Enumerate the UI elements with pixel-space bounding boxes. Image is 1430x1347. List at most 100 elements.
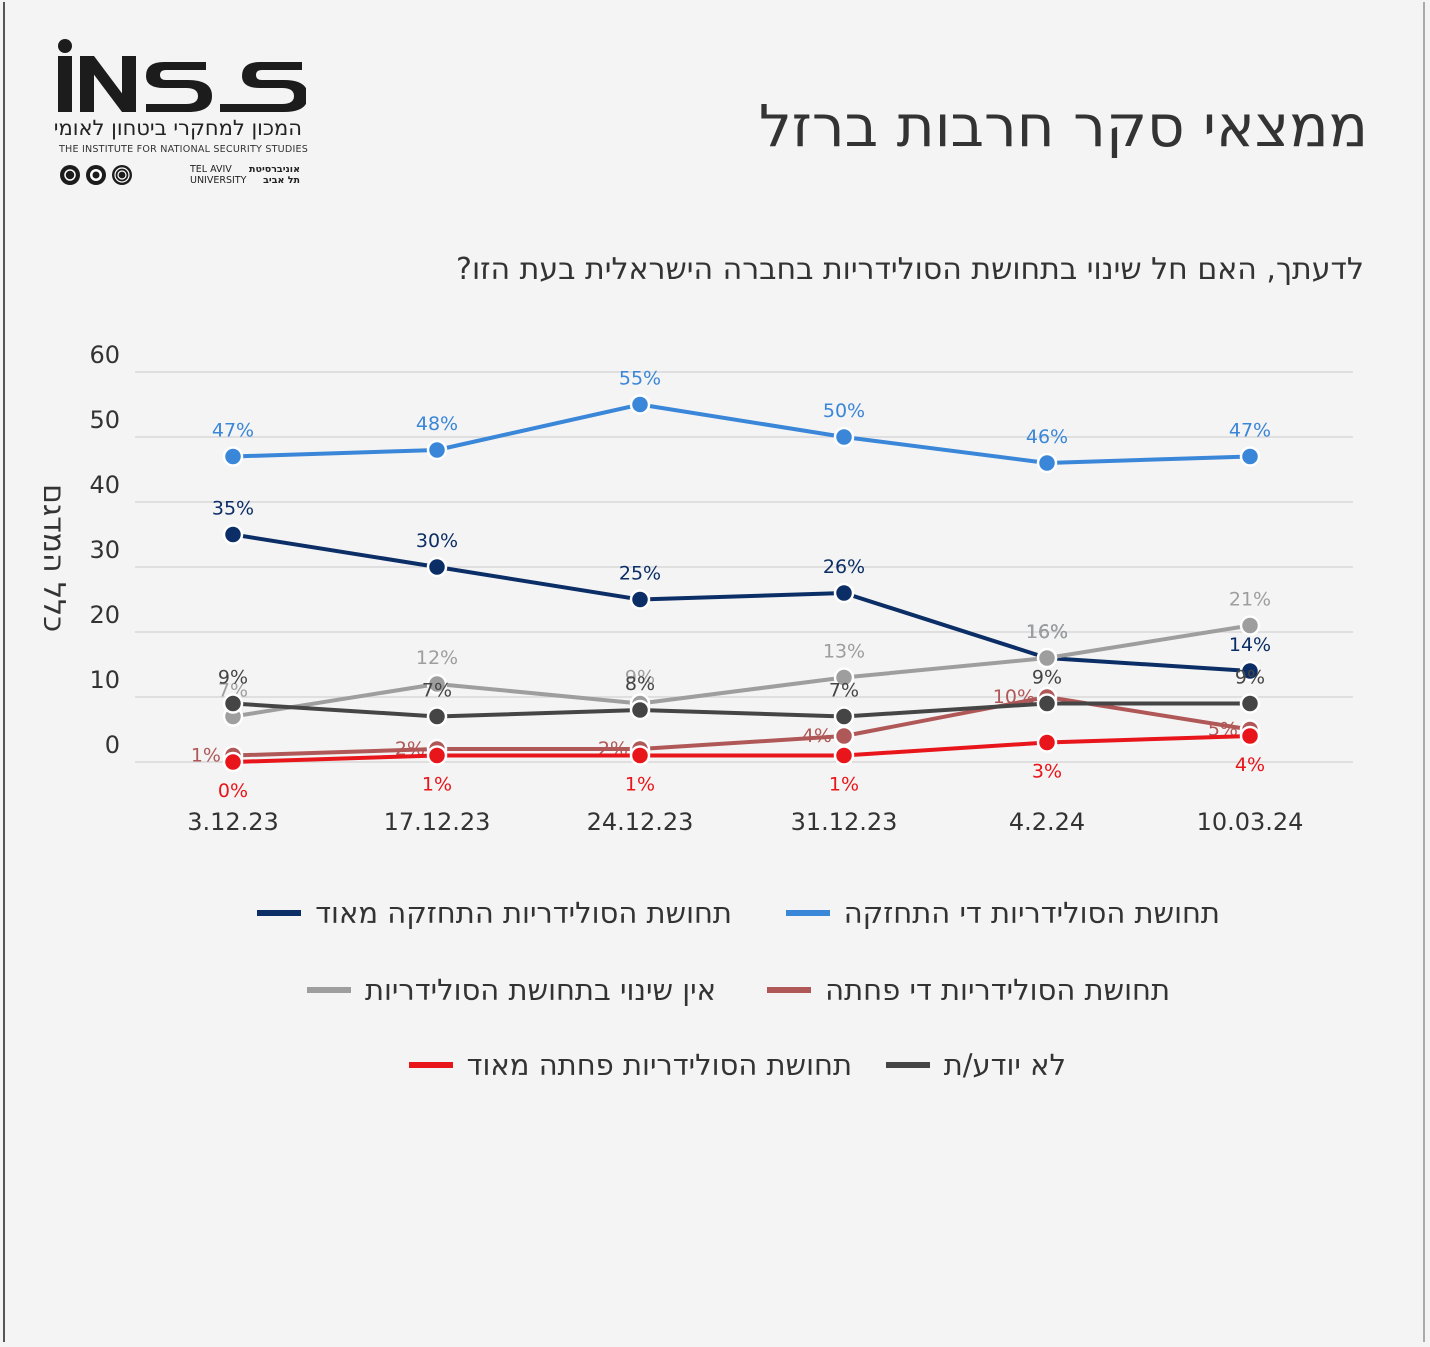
y-tick-label: 50 xyxy=(89,406,120,434)
university-he-2: תל אביב xyxy=(263,175,300,186)
x-tick-label: 31.12.23 xyxy=(791,808,898,836)
series-line xyxy=(232,532,1251,673)
data-label: 9% xyxy=(1032,667,1062,689)
legend-item: תחושת הסולידריות פחתה מאוד xyxy=(180,1045,852,1085)
data-label: 26% xyxy=(823,556,865,578)
university-en-1: TEL AVIV xyxy=(190,164,232,175)
data-point xyxy=(833,745,855,766)
data-label: 7% xyxy=(829,680,859,702)
data-label: 1% xyxy=(422,774,452,796)
data-point xyxy=(833,426,855,448)
legend-item: אין שינוי בתחושת הסולידריות xyxy=(180,970,716,1010)
data-label: 16% xyxy=(1026,621,1068,643)
y-tick-label: 60 xyxy=(89,341,120,369)
data-point xyxy=(222,693,244,714)
university-en-2: UNIVERSITY xyxy=(190,175,247,186)
data-label: 0% xyxy=(218,780,248,802)
y-tick-label: 20 xyxy=(89,601,120,629)
legend-swatch xyxy=(885,1062,930,1068)
legend-item: תחושת הסולידריות התחזקה מאוד xyxy=(180,893,732,933)
data-point xyxy=(426,706,448,727)
data-label: 46% xyxy=(1026,426,1068,448)
series-line xyxy=(232,695,1251,758)
data-label: 7% xyxy=(422,680,452,702)
data-label: 30% xyxy=(416,530,458,552)
legend-label: תחושת הסולידריות די פחתה xyxy=(825,973,1170,1007)
university-name: TEL AVIV UNIVERSITY אוניברסיטת תל אביב xyxy=(190,162,300,188)
data-point xyxy=(1239,660,1261,682)
series-line xyxy=(232,402,1251,465)
data-label: 1% xyxy=(191,745,221,767)
legend-label: אין שינוי בתחושת הסולידריות xyxy=(364,973,716,1007)
frame-border xyxy=(3,2,1425,1342)
data-point xyxy=(222,446,244,467)
legend-label: תחושת הסולידריות התחזקה מאוד xyxy=(315,896,732,930)
data-label: 16% xyxy=(1026,621,1068,643)
x-tick-label: 10.03.24 xyxy=(1197,808,1304,836)
x-axis-ticks: 3.12.23 17.12.23 24.12.23 31.12.23 4.2.24 10.… xyxy=(187,808,1303,836)
chart-grid xyxy=(135,371,1353,763)
inss-wordmark-icon xyxy=(58,39,306,112)
series-group: 47% 48% 55% 50% 46% 47% xyxy=(212,368,1271,474)
legend-item: תחושת הסולידריות די התחזקה xyxy=(180,893,1220,933)
data-label: 1% xyxy=(829,774,859,796)
survey-question: לדעתך, האם חל שינוי בתחושת הסולידריות בח… xyxy=(456,252,1364,287)
data-point xyxy=(426,556,448,578)
data-label: 8% xyxy=(625,673,655,695)
data-point xyxy=(426,673,448,695)
data-label: 3% xyxy=(1032,761,1062,783)
data-point xyxy=(833,725,855,747)
legend-label: תחושת הסולידריות די התחזקה xyxy=(843,896,1220,930)
y-tick-label: 0 xyxy=(105,731,120,759)
y-axis-label: כלל המדגם xyxy=(36,484,71,632)
data-label: 9% xyxy=(625,667,655,689)
legend-item: לא יודע/ת xyxy=(180,1045,1066,1085)
data-label: 1% xyxy=(625,774,655,796)
data-label: 12% xyxy=(416,647,458,669)
data-point xyxy=(426,745,448,766)
university-he-1: אוניברסיטת xyxy=(249,164,300,175)
legend-label: תחושת הסולידריות פחתה מאוד xyxy=(466,1048,852,1082)
series-group: 7% 12% 9% 13% 16% 21% xyxy=(218,589,1271,727)
data-label: 4% xyxy=(1235,754,1265,776)
data-point xyxy=(629,699,651,721)
data-point xyxy=(1239,615,1261,636)
data-point xyxy=(1036,732,1058,753)
data-point xyxy=(833,667,855,688)
legend-swatch xyxy=(408,1062,453,1068)
legend-swatch xyxy=(257,910,302,916)
data-label: 10% xyxy=(993,686,1035,708)
data-point xyxy=(629,589,651,610)
university-seals-icon xyxy=(60,165,132,185)
data-label: 9% xyxy=(218,667,248,689)
y-tick-label: 10 xyxy=(89,666,120,694)
chart-series: 47% 48% 55% 50% 46% 47% 35% 30% 25% 26% 16% 14% 7% 12… xyxy=(191,368,1271,803)
legend-item: תחושת הסולידריות די פחתה xyxy=(180,970,1170,1010)
data-label: 9% xyxy=(1235,667,1265,689)
series-group: 9%7% 8% 7%9% 9% xyxy=(218,667,1265,727)
logo-hebrew-name: המכון למחקרי ביטחון לאומי xyxy=(53,116,302,140)
legend-swatch xyxy=(785,910,830,916)
data-label: 25% xyxy=(619,563,661,585)
legend-swatch xyxy=(306,987,351,993)
series-group: 0% 1% 1% 1% 3% 4% xyxy=(218,725,1265,802)
legend-swatch xyxy=(767,987,812,993)
data-point xyxy=(629,745,651,766)
y-tick-label: 40 xyxy=(89,471,120,499)
data-point xyxy=(1036,452,1058,474)
series-line xyxy=(232,623,1251,719)
data-point xyxy=(833,706,855,727)
series-group: 35% 30% 25% 26% 16% 14% xyxy=(212,498,1271,682)
data-label: 13% xyxy=(823,641,865,663)
data-point xyxy=(833,582,855,604)
series-line xyxy=(232,734,1251,764)
data-label: 21% xyxy=(1229,589,1271,611)
data-label: 4% xyxy=(802,725,832,747)
data-point xyxy=(1239,446,1261,467)
legend-label: לא יודע/ת xyxy=(943,1048,1066,1082)
data-label: 7% xyxy=(218,680,248,702)
inss-logo: המכון למחקרי ביטחון לאומי THE INSTITUTE … xyxy=(53,38,308,188)
data-point xyxy=(1036,647,1058,669)
